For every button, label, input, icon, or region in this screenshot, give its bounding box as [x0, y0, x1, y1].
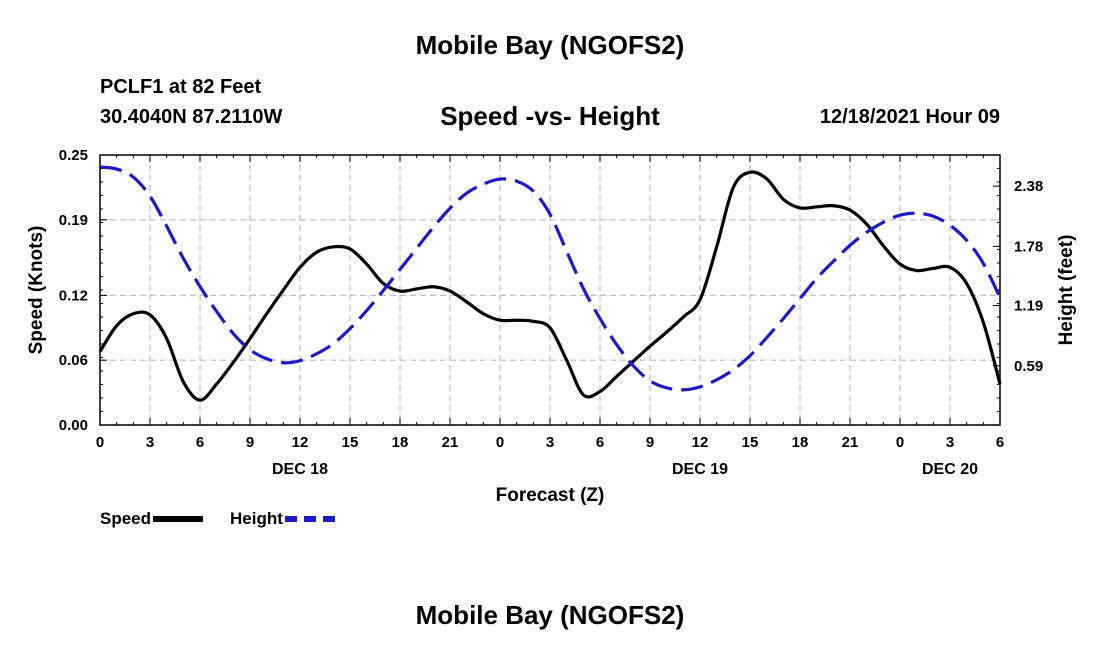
axis-labels: 0 3 6 9 12 15 18 21 0 3 6 9 12 15 18 21 0 3 6 DEC 18 DEC 19 D…	[26, 147, 1077, 506]
x-tick-label: 3	[946, 434, 954, 451]
date-label: DEC 19	[672, 461, 728, 478]
y-tick-label: 0.25	[59, 147, 88, 164]
x-tick-label: 18	[392, 434, 409, 451]
x-tick-label: 15	[342, 434, 359, 451]
forecast-timestamp: 12/18/2021 Hour 09	[819, 106, 1000, 128]
y2-axis-label: Height (feet)	[1056, 235, 1077, 346]
y2-tick-label: 1.19	[1014, 298, 1043, 315]
chart-title: Speed -vs- Height	[440, 101, 660, 131]
x-tick-label: 6	[996, 434, 1004, 451]
x-tick-label: 21	[442, 434, 459, 451]
y-tick-label: 0.06	[59, 352, 88, 369]
legend-speed-label: Speed	[100, 509, 152, 528]
station-label: PCLF1 at 82 Feet	[100, 76, 262, 98]
x-tick-label: 18	[792, 434, 809, 451]
speed-series-line	[98, 170, 1002, 402]
x-axis-label: Forecast (Z)	[496, 485, 605, 506]
x-tick-label: 0	[96, 434, 104, 451]
x-tick-label: 9	[646, 434, 654, 451]
x-tick-label: 6	[196, 434, 204, 451]
x-tick-label: 21	[842, 434, 859, 451]
legend-height: Height	[230, 509, 335, 529]
y-tick-label: 0.12	[59, 287, 88, 304]
y2-tick-label: 0.59	[1014, 358, 1043, 375]
height-series-line	[99, 165, 1002, 392]
x-tick-label: 3	[146, 434, 154, 451]
x-tick-label: 3	[546, 434, 554, 451]
series-layer	[98, 165, 1002, 402]
y-tick-label: 0.00	[59, 417, 88, 434]
x-tick-label: 9	[246, 434, 254, 451]
y-axis-label: Speed (Knots)	[26, 226, 47, 355]
y2-tick-label: 1.78	[1014, 238, 1043, 255]
x-tick-label: 0	[896, 434, 904, 451]
legend-height-swatch	[284, 516, 335, 522]
x-tick-label: 6	[596, 434, 604, 451]
x-tick-label: 15	[742, 434, 759, 451]
date-label: DEC 18	[272, 461, 328, 478]
page-title: Mobile Bay (NGOFS2)	[415, 30, 685, 60]
grid-lines	[100, 155, 1000, 425]
y-tick-label: 0.19	[59, 212, 88, 229]
page-title-repeat: Mobile Bay (NGOFS2)	[415, 600, 685, 630]
y2-tick-label: 2.38	[1014, 178, 1043, 195]
legend-speed-swatch	[153, 516, 204, 522]
x-tick-label: 0	[496, 434, 504, 451]
x-tick-label: 12	[292, 434, 309, 451]
coordinates-label: 30.4040N 87.2110W	[100, 106, 283, 128]
legend-height-label: Height	[230, 509, 283, 528]
date-label: DEC 20	[922, 461, 978, 478]
legend-speed: Speed	[100, 509, 204, 529]
x-tick-label: 12	[692, 434, 709, 451]
axis-ticks	[99, 154, 1001, 426]
